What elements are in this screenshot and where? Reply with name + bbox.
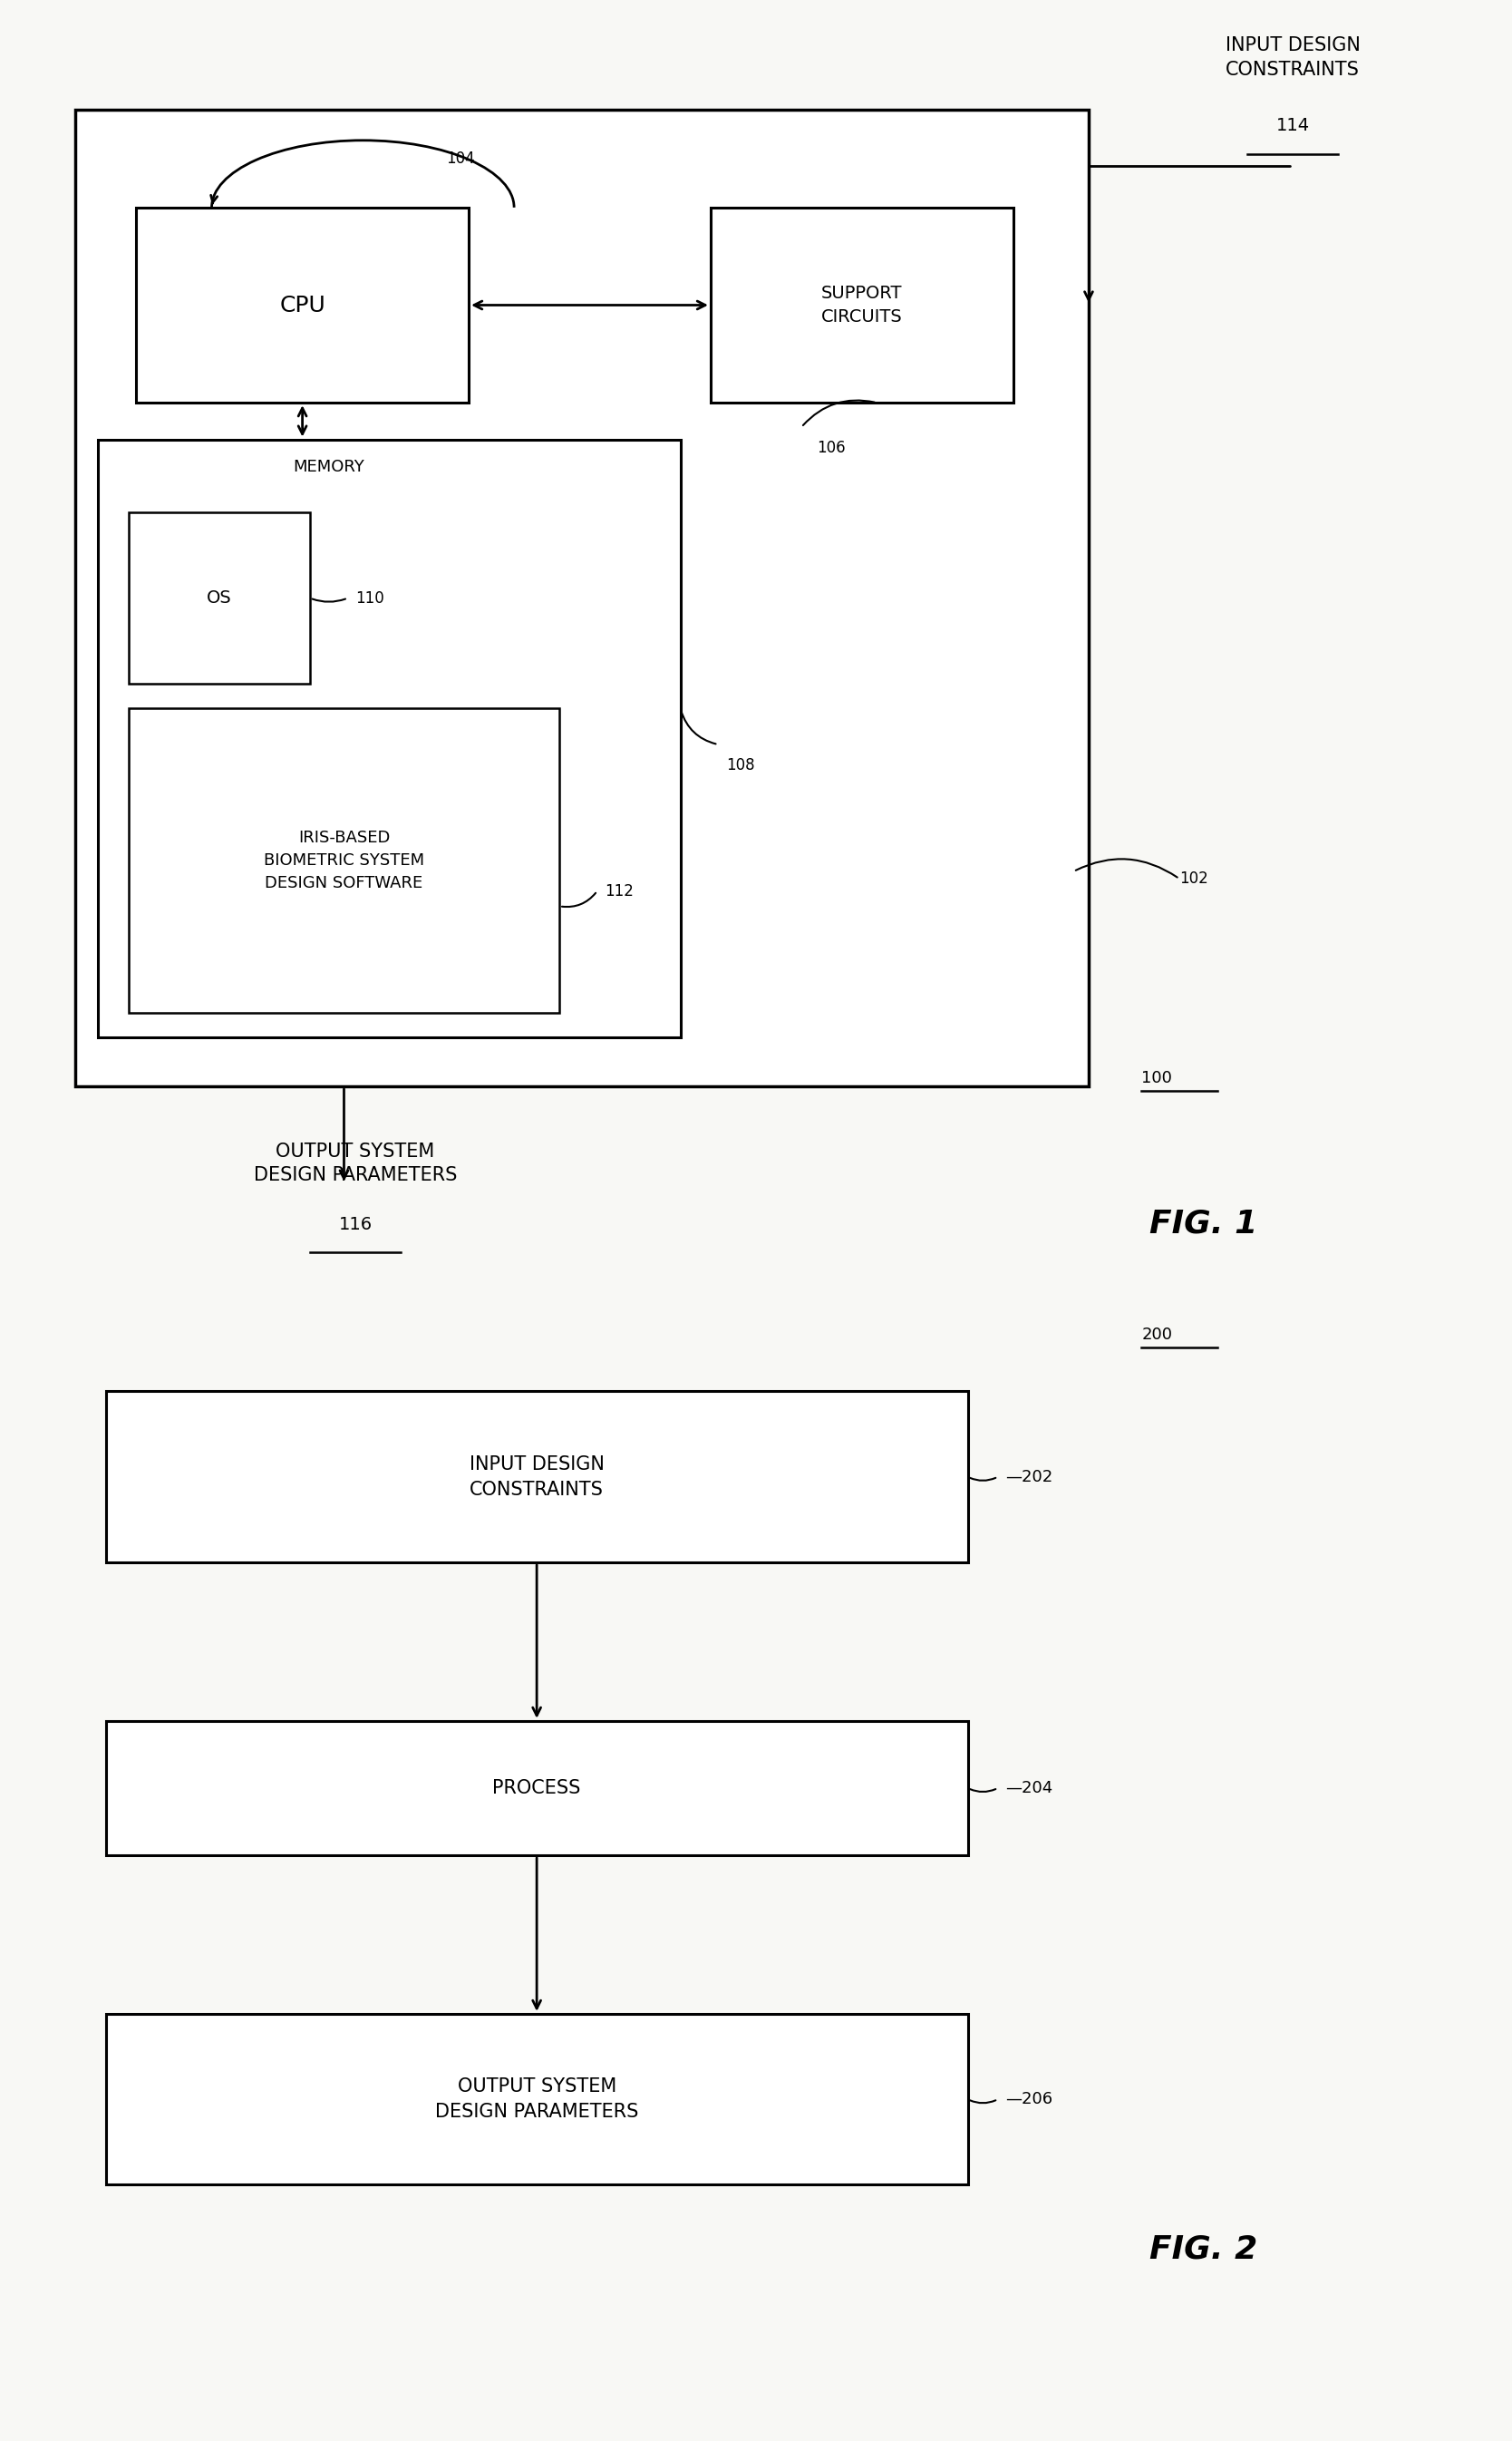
FancyBboxPatch shape xyxy=(136,207,469,403)
Text: OUTPUT SYSTEM
DESIGN PARAMETERS: OUTPUT SYSTEM DESIGN PARAMETERS xyxy=(254,1142,457,1184)
Text: —204: —204 xyxy=(1005,1779,1052,1797)
Text: MEMORY: MEMORY xyxy=(293,459,364,476)
FancyBboxPatch shape xyxy=(106,1391,968,1562)
FancyBboxPatch shape xyxy=(106,2014,968,2185)
Text: INPUT DESIGN
CONSTRAINTS: INPUT DESIGN CONSTRAINTS xyxy=(469,1455,605,1499)
Text: 112: 112 xyxy=(605,884,634,898)
Text: 114: 114 xyxy=(1276,117,1309,134)
Text: CPU: CPU xyxy=(280,295,325,315)
Text: 100: 100 xyxy=(1142,1069,1172,1086)
Text: IRIS-BASED
BIOMETRIC SYSTEM
DESIGN SOFTWARE: IRIS-BASED BIOMETRIC SYSTEM DESIGN SOFTW… xyxy=(263,830,425,891)
Text: 110: 110 xyxy=(355,591,384,605)
Text: —206: —206 xyxy=(1005,2092,1052,2107)
FancyBboxPatch shape xyxy=(76,110,1089,1086)
Text: 108: 108 xyxy=(726,757,754,774)
Text: 104: 104 xyxy=(446,151,475,166)
Text: OUTPUT SYSTEM
DESIGN PARAMETERS: OUTPUT SYSTEM DESIGN PARAMETERS xyxy=(435,2077,638,2121)
Text: 106: 106 xyxy=(816,439,845,456)
FancyBboxPatch shape xyxy=(129,513,310,683)
Text: FIG. 1: FIG. 1 xyxy=(1149,1208,1256,1240)
FancyBboxPatch shape xyxy=(106,1721,968,1855)
Text: 116: 116 xyxy=(339,1216,372,1233)
FancyBboxPatch shape xyxy=(129,708,559,1013)
Text: INPUT DESIGN
CONSTRAINTS: INPUT DESIGN CONSTRAINTS xyxy=(1225,37,1361,78)
Text: —202: —202 xyxy=(1005,1469,1052,1484)
Text: 200: 200 xyxy=(1142,1325,1172,1343)
Text: FIG. 2: FIG. 2 xyxy=(1149,2234,1256,2265)
Text: OS: OS xyxy=(207,588,231,608)
Text: SUPPORT
CIRCUITS: SUPPORT CIRCUITS xyxy=(821,286,903,325)
FancyBboxPatch shape xyxy=(98,439,680,1037)
FancyBboxPatch shape xyxy=(711,207,1013,403)
Text: PROCESS: PROCESS xyxy=(493,1779,581,1797)
Text: 102: 102 xyxy=(1179,871,1208,886)
